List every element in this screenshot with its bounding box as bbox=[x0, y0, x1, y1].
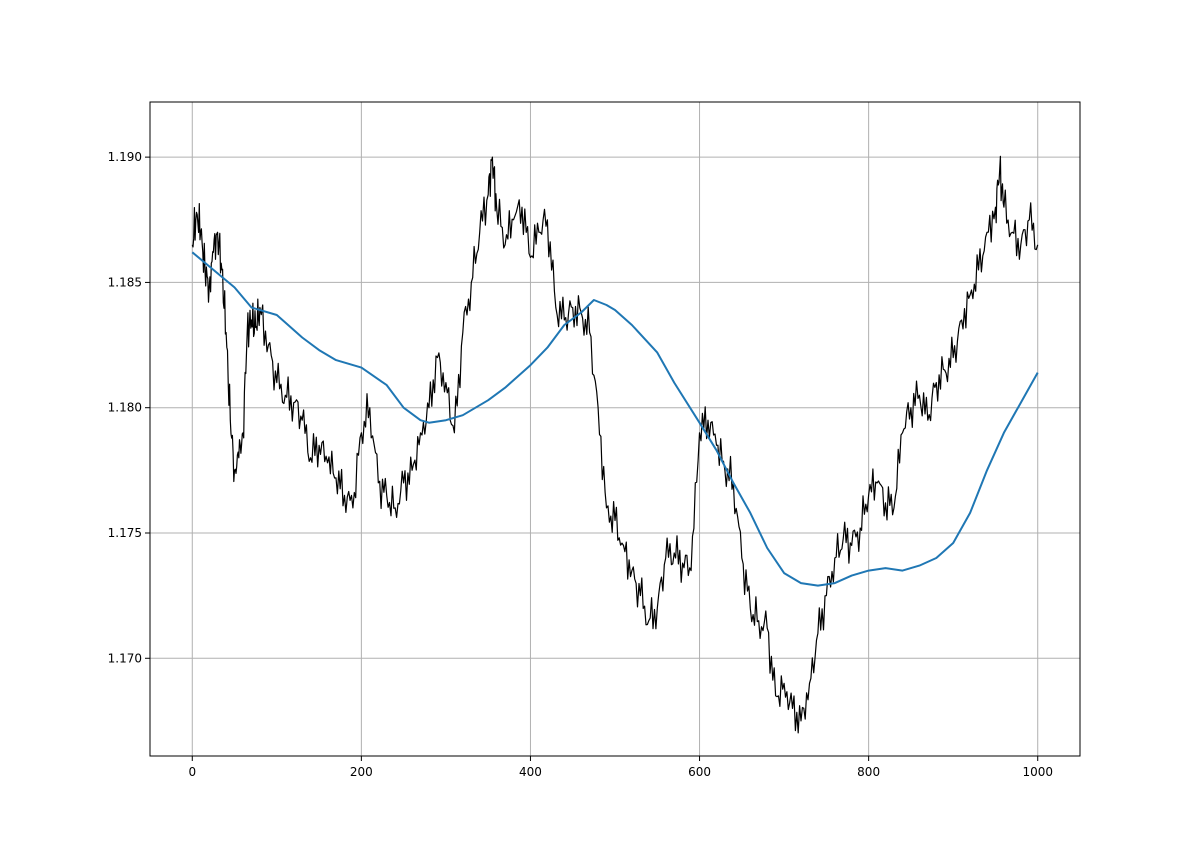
plot-area bbox=[191, 155, 1039, 734]
grid bbox=[150, 102, 1080, 756]
y-tick-label: 1.180 bbox=[108, 401, 142, 415]
x-tick-label: 1000 bbox=[1022, 765, 1053, 779]
axes: 0 200 400 600 800 1000 1.170 1.175 1.180 1.185 1.1… bbox=[108, 101, 1081, 779]
y-tick-label: 1.190 bbox=[108, 150, 142, 164]
x-tick-label: 800 bbox=[857, 765, 880, 779]
plot-frame bbox=[149, 101, 1081, 757]
x-tick-label: 400 bbox=[519, 765, 542, 779]
price-series-line bbox=[191, 155, 1039, 734]
x-tick-label: 0 bbox=[188, 765, 196, 779]
x-tick-label: 600 bbox=[688, 765, 711, 779]
y-tick-label: 1.175 bbox=[108, 526, 142, 540]
y-tick-label: 1.185 bbox=[108, 275, 142, 289]
y-tick-label: 1.170 bbox=[108, 651, 142, 665]
x-tick-label: 200 bbox=[350, 765, 373, 779]
moving-average-series-line bbox=[191, 251, 1039, 587]
